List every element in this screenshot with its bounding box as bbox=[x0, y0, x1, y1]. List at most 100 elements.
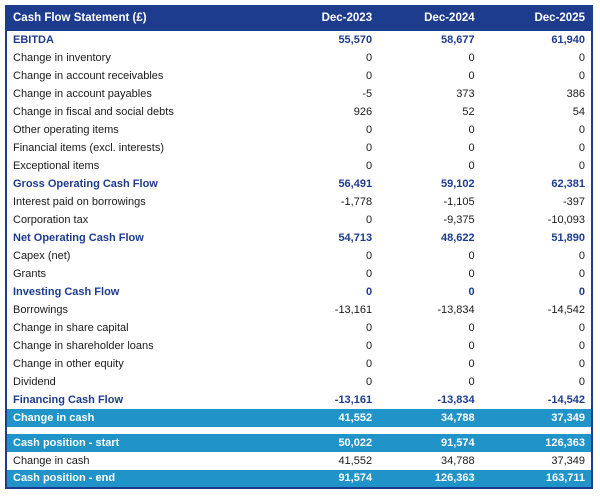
row-value: 91,574 bbox=[378, 434, 481, 452]
row-label: Change in inventory bbox=[6, 49, 270, 67]
row-value: 0 bbox=[378, 139, 481, 157]
table-row: Change in inventory 0 0 0 bbox=[6, 49, 592, 67]
table-row: Change in account receivables 0 0 0 bbox=[6, 67, 592, 85]
row-value: 56,491 bbox=[269, 175, 379, 193]
table-row: Gross Operating Cash Flow 56,491 59,102 62,… bbox=[6, 175, 592, 193]
row-value: 0 bbox=[378, 283, 481, 301]
row-value: 48,622 bbox=[378, 229, 481, 247]
table-row: Change in share capital 0 0 0 bbox=[6, 319, 592, 337]
row-label: Change in fiscal and social debts bbox=[6, 103, 270, 121]
row-value: 0 bbox=[378, 265, 481, 283]
table-row: Change in cash 41,552 34,788 37,349 bbox=[6, 409, 592, 427]
row-value: -9,375 bbox=[378, 211, 481, 229]
row-value: 0 bbox=[480, 139, 592, 157]
table-row: Borrowings -13,161 -13,834 -14,542 bbox=[6, 301, 592, 319]
table-row: Cash position - end 91,574 126,363 163,711 bbox=[6, 470, 592, 488]
table-row: Financing Cash Flow -13,161 -13,834 -14,542 bbox=[6, 391, 592, 409]
row-label: Capex (net) bbox=[6, 247, 270, 265]
row-value: -397 bbox=[480, 193, 592, 211]
row-value: 0 bbox=[269, 373, 379, 391]
row-value: 91,574 bbox=[269, 470, 379, 488]
row-value: 0 bbox=[378, 337, 481, 355]
row-value: -1,105 bbox=[378, 193, 481, 211]
row-label: Change in share capital bbox=[6, 319, 270, 337]
row-label: Investing Cash Flow bbox=[6, 283, 270, 301]
row-label: Change in account receivables bbox=[6, 67, 270, 85]
table-body: EBITDA 55,570 58,677 61,940 Change in invent… bbox=[6, 31, 592, 488]
row-value: 126,363 bbox=[378, 470, 481, 488]
header-row: Cash Flow Statement (£) Dec-2023 Dec-202… bbox=[6, 6, 592, 31]
row-value: 41,552 bbox=[269, 452, 379, 470]
row-value: 0 bbox=[480, 247, 592, 265]
row-value: 0 bbox=[480, 337, 592, 355]
row-value: 61,940 bbox=[480, 31, 592, 49]
row-label: Cash position - end bbox=[6, 470, 270, 488]
table-row: Capex (net) 0 0 0 bbox=[6, 247, 592, 265]
row-value: 126,363 bbox=[480, 434, 592, 452]
row-label: Change in cash bbox=[6, 409, 270, 427]
row-value: -13,834 bbox=[378, 301, 481, 319]
row-value: 0 bbox=[269, 319, 379, 337]
row-value: 52 bbox=[378, 103, 481, 121]
table-row: Exceptional items 0 0 0 bbox=[6, 157, 592, 175]
table-row: Change in account payables -5 373 386 bbox=[6, 85, 592, 103]
table-row: Dividend 0 0 0 bbox=[6, 373, 592, 391]
row-value: 51,890 bbox=[480, 229, 592, 247]
row-value: 0 bbox=[378, 49, 481, 67]
row-value: 0 bbox=[480, 373, 592, 391]
row-label: Dividend bbox=[6, 373, 270, 391]
row-value: 62,381 bbox=[480, 175, 592, 193]
row-value: 0 bbox=[269, 247, 379, 265]
row-value: 0 bbox=[378, 157, 481, 175]
row-value: -13,834 bbox=[378, 391, 481, 409]
row-value: 50,022 bbox=[269, 434, 379, 452]
spacer-row bbox=[6, 427, 592, 434]
row-label: Corporation tax bbox=[6, 211, 270, 229]
table-row: Interest paid on borrowings -1,778 -1,105-… bbox=[6, 193, 592, 211]
row-value: 34,788 bbox=[378, 452, 481, 470]
row-value: 37,349 bbox=[480, 452, 592, 470]
cash-flow-table: Cash Flow Statement (£) Dec-2023 Dec-202… bbox=[5, 5, 593, 489]
row-value: 0 bbox=[269, 121, 379, 139]
row-label: Grants bbox=[6, 265, 270, 283]
row-value: 0 bbox=[378, 319, 481, 337]
column-header-dec-2025: Dec-2025 bbox=[480, 6, 592, 31]
row-value: 386 bbox=[480, 85, 592, 103]
table-row: Investing Cash Flow 0 0 0 bbox=[6, 283, 592, 301]
table-row: Change in shareholder loans 0 0 0 bbox=[6, 337, 592, 355]
row-label: Borrowings bbox=[6, 301, 270, 319]
row-label: Cash position - start bbox=[6, 434, 270, 452]
row-value: -5 bbox=[269, 85, 379, 103]
row-value: 0 bbox=[269, 265, 379, 283]
row-value: -13,161 bbox=[269, 391, 379, 409]
row-value: 54 bbox=[480, 103, 592, 121]
column-header-dec-2023: Dec-2023 bbox=[269, 6, 379, 31]
row-value: 0 bbox=[269, 211, 379, 229]
row-value: 0 bbox=[378, 247, 481, 265]
row-value: 58,677 bbox=[378, 31, 481, 49]
row-label: Interest paid on borrowings bbox=[6, 193, 270, 211]
row-value: 0 bbox=[480, 355, 592, 373]
row-value: 0 bbox=[269, 139, 379, 157]
row-label: Change in shareholder loans bbox=[6, 337, 270, 355]
row-label: Other operating items bbox=[6, 121, 270, 139]
table-row: Change in fiscal and social debts 926 52 54 bbox=[6, 103, 592, 121]
row-label: Exceptional items bbox=[6, 157, 270, 175]
table-row: Other operating items 0 0 0 bbox=[6, 121, 592, 139]
row-value: 37,349 bbox=[480, 409, 592, 427]
row-label: Gross Operating Cash Flow bbox=[6, 175, 270, 193]
row-value: 0 bbox=[480, 121, 592, 139]
row-value: -13,161 bbox=[269, 301, 379, 319]
row-value: 0 bbox=[480, 49, 592, 67]
row-value: 0 bbox=[269, 355, 379, 373]
spacer-cell bbox=[6, 427, 592, 434]
table-row: Cash position - start 50,022 91,574 126,363 bbox=[6, 434, 592, 452]
row-value: 0 bbox=[480, 67, 592, 85]
column-header-dec-2024: Dec-2024 bbox=[378, 6, 481, 31]
row-value: 0 bbox=[378, 121, 481, 139]
row-label: Change in other equity bbox=[6, 355, 270, 373]
row-value: -14,542 bbox=[480, 301, 592, 319]
row-value: 0 bbox=[269, 337, 379, 355]
row-label: Financing Cash Flow bbox=[6, 391, 270, 409]
row-label: Financial items (excl. interests) bbox=[6, 139, 270, 157]
